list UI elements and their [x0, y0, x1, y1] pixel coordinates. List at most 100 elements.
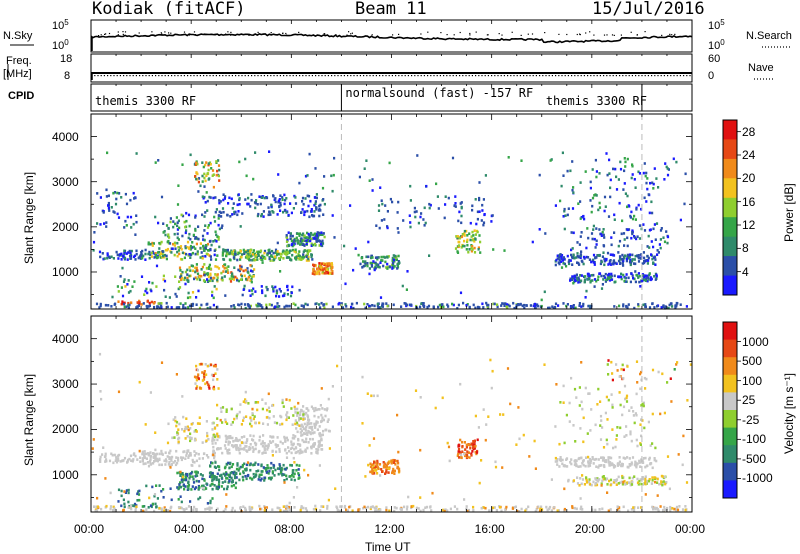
echo-cell [186, 435, 189, 438]
echo-cell [630, 210, 633, 214]
nave-tick-hi: 60 [708, 53, 721, 65]
echo-cell [260, 442, 263, 446]
y-tick-label: 1000 [52, 467, 79, 482]
echo-cell [205, 303, 208, 306]
echo-cell [235, 277, 238, 281]
echo-cell [306, 423, 309, 427]
echo-cell [148, 496, 151, 500]
echo-cell [302, 405, 305, 408]
echo-cell [271, 454, 274, 457]
echo-cell [107, 204, 110, 207]
echo-cell [196, 272, 200, 276]
echo-cell [201, 174, 204, 178]
echo-cell [581, 462, 584, 465]
echo-cell [580, 505, 583, 509]
echo-cell [263, 255, 266, 259]
echo-cell [375, 468, 378, 472]
echo-cell [230, 407, 233, 411]
echo-cell [316, 428, 319, 431]
echo-cell [204, 507, 207, 511]
echo-cell [188, 253, 191, 256]
echo-cell [313, 196, 316, 199]
echo-cell [318, 214, 321, 218]
echo-cell [147, 453, 150, 457]
echo-cell [670, 400, 673, 403]
echo-cell [463, 234, 466, 237]
echo-cell [327, 418, 330, 421]
echo-cell [135, 252, 138, 256]
echo-cell [246, 267, 249, 270]
echo-cell [382, 464, 386, 467]
echo-cell [191, 302, 195, 306]
echo-cell [153, 493, 157, 496]
echo-cell [235, 445, 238, 448]
echo-cell [150, 300, 153, 304]
echo-cell [608, 456, 611, 459]
echo-cell [171, 455, 174, 459]
echo-cell [324, 262, 327, 266]
echo-cell [409, 184, 412, 188]
echo-cell [283, 209, 286, 212]
echo-cell [199, 256, 202, 259]
echo-cell [224, 195, 227, 198]
echo-cell [304, 432, 307, 436]
echo-cell [148, 281, 151, 284]
echo-cell [463, 498, 466, 501]
echo-cell [292, 496, 295, 499]
echo-cell [465, 453, 469, 457]
echo-cell [503, 249, 506, 252]
echo-cell [180, 478, 183, 482]
echo-cell [392, 458, 395, 462]
echo-cell [212, 276, 215, 280]
echo-cell [250, 248, 253, 252]
echo-cell [189, 153, 192, 157]
echo-cell [592, 228, 595, 231]
echo-cell [169, 449, 172, 453]
nsky-tick-hi: 105 [52, 18, 69, 32]
echo-cell [148, 250, 151, 254]
echo-cell [474, 444, 477, 448]
echo-cell [605, 152, 608, 155]
echo-cell [555, 258, 558, 262]
echo-cell [593, 458, 596, 461]
echo-cell [189, 475, 192, 478]
echo-cell [295, 258, 298, 261]
echo-cell [153, 494, 156, 498]
echo-cell [518, 437, 521, 441]
echo-cell [211, 487, 214, 491]
echo-cell [294, 248, 297, 252]
echo-cell [293, 447, 296, 451]
echo-cell [599, 424, 602, 427]
echo-cell [517, 303, 520, 306]
echo-cell [581, 508, 584, 511]
echo-cell [425, 184, 428, 188]
echo-cell [172, 461, 175, 464]
echo-cell [263, 196, 266, 200]
echo-cell [174, 463, 178, 467]
echo-cell [310, 445, 313, 449]
echo-cell [235, 476, 238, 479]
echo-cell [146, 306, 149, 309]
echo-cell [534, 304, 537, 307]
echo-cell [386, 256, 389, 259]
echo-cell [664, 162, 667, 165]
echo-cell [166, 455, 169, 458]
echo-cell [230, 274, 233, 278]
echo-cell [515, 304, 518, 307]
echo-cell [232, 304, 235, 307]
echo-cell [640, 370, 643, 374]
echo-cell [327, 498, 330, 502]
echo-cell [105, 225, 108, 228]
echo-cell [638, 224, 642, 227]
echo-cell [594, 256, 597, 259]
echo-cell [177, 287, 180, 291]
echo-cell [566, 465, 569, 468]
echo-cell [458, 456, 461, 459]
echo-cell [380, 259, 383, 262]
echo-cell [473, 447, 476, 450]
echo-cell [375, 462, 378, 465]
echo-cell [684, 508, 687, 512]
echo-cell [335, 505, 338, 509]
echo-cell [321, 233, 324, 236]
echo-cell [315, 448, 318, 451]
